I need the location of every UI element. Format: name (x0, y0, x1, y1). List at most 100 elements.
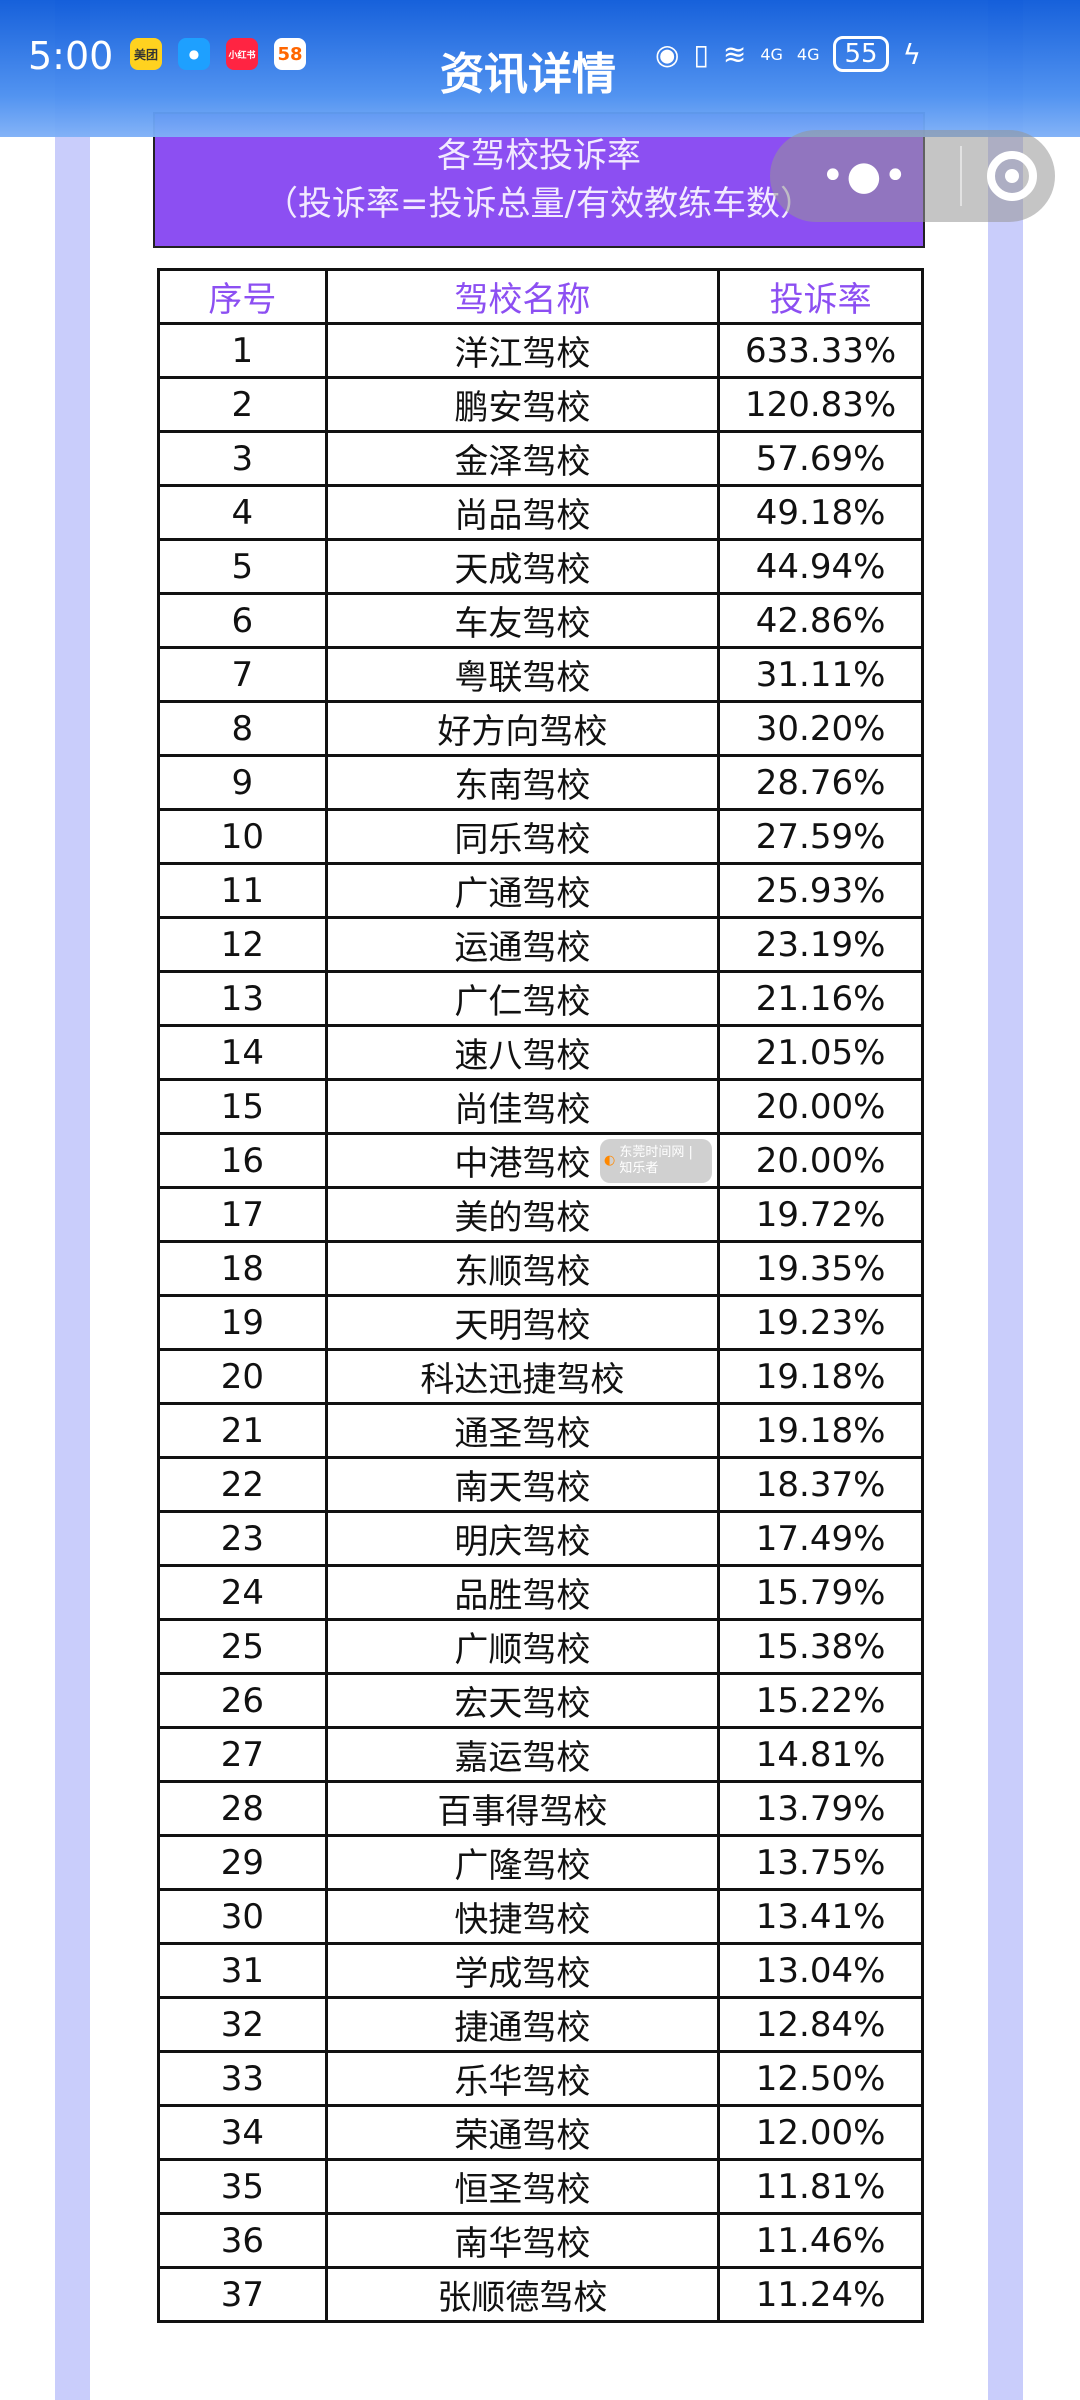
row-index: 12 (157, 916, 328, 973)
row-index: 28 (157, 1780, 328, 1837)
complaint-rate: 49.18% (717, 484, 924, 541)
row-index: 22 (157, 1456, 328, 1513)
complaint-rate: 30.20% (717, 700, 924, 757)
table-row: 28 百事得驾校 13.79% (157, 1780, 924, 1837)
complaint-rate: 17.49% (717, 1510, 924, 1567)
complaint-rate: 11.81% (717, 2158, 924, 2215)
complaint-rate: 633.33% (717, 322, 924, 379)
message-icon: ● (178, 38, 210, 70)
school-name: 广顺驾校 (324, 1618, 721, 1675)
complaint-rate: 18.37% (717, 1456, 924, 1513)
complaint-rate: 14.81% (717, 1726, 924, 1783)
complaint-rate: 15.38% (717, 1618, 924, 1675)
table-row: 23 明庆驾校 17.49% (157, 1510, 924, 1567)
battery-icon: 55 (833, 36, 889, 72)
school-name: 东南驾校 (324, 754, 721, 811)
xiaohongshu-icon: 小红书 (226, 38, 258, 70)
school-name: 品胜驾校 (324, 1564, 721, 1621)
row-index: 37 (157, 2266, 328, 2323)
school-name: 捷通驾校 (324, 1996, 721, 2053)
row-index: 32 (157, 1996, 328, 2053)
row-index: 9 (157, 754, 328, 811)
row-index: 15 (157, 1078, 328, 1135)
charging-icon: ϟ (902, 37, 922, 71)
vibrate-icon: ▯ (693, 37, 709, 71)
header-rate: 投诉率 (717, 268, 924, 325)
row-index: 11 (157, 862, 328, 919)
table-row: 5 天成驾校 44.94% (157, 538, 924, 595)
table-row: 30 快捷驾校 13.41% (157, 1888, 924, 1945)
left-decor-stripe (55, 0, 90, 2400)
school-name: 天明驾校 (324, 1294, 721, 1351)
table-row: 31 学成驾校 13.04% (157, 1942, 924, 1999)
table-row: 36 南华驾校 11.46% (157, 2212, 924, 2269)
school-name: 百事得驾校 (324, 1780, 721, 1837)
row-index: 1 (157, 322, 328, 379)
table-row: 3 金泽驾校 57.69% (157, 430, 924, 487)
complaint-rate: 13.41% (717, 1888, 924, 1945)
table-row: 21 通圣驾校 19.18% (157, 1402, 924, 1459)
complaint-rate: 20.00% (717, 1132, 924, 1189)
complaint-rate: 12.00% (717, 2104, 924, 2161)
table-row: 16 中港驾校 20.00% (157, 1132, 924, 1189)
signal-icon: 4G (796, 44, 820, 64)
row-index: 35 (157, 2158, 328, 2215)
row-index: 3 (157, 430, 328, 487)
complaint-rate: 11.24% (717, 2266, 924, 2323)
row-index: 25 (157, 1618, 328, 1675)
table-title: 各驾校投诉率 (437, 136, 641, 176)
row-index: 21 (157, 1402, 328, 1459)
table-row: 1 洋江驾校 633.33% (157, 322, 924, 379)
school-name: 宏天驾校 (324, 1672, 721, 1729)
table-row: 7 粤联驾校 31.11% (157, 646, 924, 703)
complaint-rate: 19.23% (717, 1294, 924, 1351)
school-name: 乐华驾校 (324, 2050, 721, 2107)
table-row: 17 美的驾校 19.72% (157, 1186, 924, 1243)
complaint-rate: 23.19% (717, 916, 924, 973)
school-name: 速八驾校 (324, 1024, 721, 1081)
meituan-icon: 美团 (130, 38, 162, 70)
row-index: 13 (157, 970, 328, 1027)
complaint-rate: 21.05% (717, 1024, 924, 1081)
table-row: 4 尚品驾校 49.18% (157, 484, 924, 541)
row-index: 10 (157, 808, 328, 865)
school-name: 金泽驾校 (324, 430, 721, 487)
table-subtitle: （投诉率=投诉总量/有效教练车数） (264, 184, 814, 224)
table-row: 2 鹏安驾校 120.83% (157, 376, 924, 433)
complaint-rate: 44.94% (717, 538, 924, 595)
row-index: 18 (157, 1240, 328, 1297)
status-bar: 5:00 美团 ● 小红书 58 资讯详情 ◉ ▯ ≋ 4G 4G 55 ϟ (0, 30, 1080, 100)
row-index: 7 (157, 646, 328, 703)
page-title: 资讯详情 (440, 49, 616, 100)
school-name: 粤联驾校 (324, 646, 721, 703)
school-name: 荣通驾校 (324, 2104, 721, 2161)
school-name: 学成驾校 (324, 1942, 721, 1999)
row-index: 5 (157, 538, 328, 595)
school-name: 好方向驾校 (324, 700, 721, 757)
app-58-icon: 58 (274, 38, 306, 70)
table-row: 19 天明驾校 19.23% (157, 1294, 924, 1351)
header-bar (0, 0, 1080, 137)
row-index: 34 (157, 2104, 328, 2161)
row-index: 4 (157, 484, 328, 541)
row-index: 2 (157, 376, 328, 433)
table-row: 13 广仁驾校 21.16% (157, 970, 924, 1027)
school-name: 快捷驾校 (324, 1888, 721, 1945)
target-circle-icon[interactable] (987, 151, 1037, 201)
table-row: 6 车友驾校 42.86% (157, 592, 924, 649)
system-icons: ◉ ▯ ≋ 4G 4G 55 ϟ (655, 36, 921, 72)
table-row: 14 速八驾校 21.05% (157, 1024, 924, 1081)
more-dots-icon[interactable]: •●• (820, 153, 910, 199)
school-name: 同乐驾校 (324, 808, 721, 865)
header-school: 驾校名称 (324, 268, 721, 325)
row-index: 27 (157, 1726, 328, 1783)
complaint-rate: 25.93% (717, 862, 924, 919)
table-row: 15 尚佳驾校 20.00% (157, 1078, 924, 1135)
school-name: 尚佳驾校 (324, 1078, 721, 1135)
complaint-rate: 15.22% (717, 1672, 924, 1729)
wifi-icon: ≋ (722, 37, 747, 71)
row-index: 14 (157, 1024, 328, 1081)
row-index: 36 (157, 2212, 328, 2269)
school-name: 运通驾校 (324, 916, 721, 973)
complaint-rate: 27.59% (717, 808, 924, 865)
